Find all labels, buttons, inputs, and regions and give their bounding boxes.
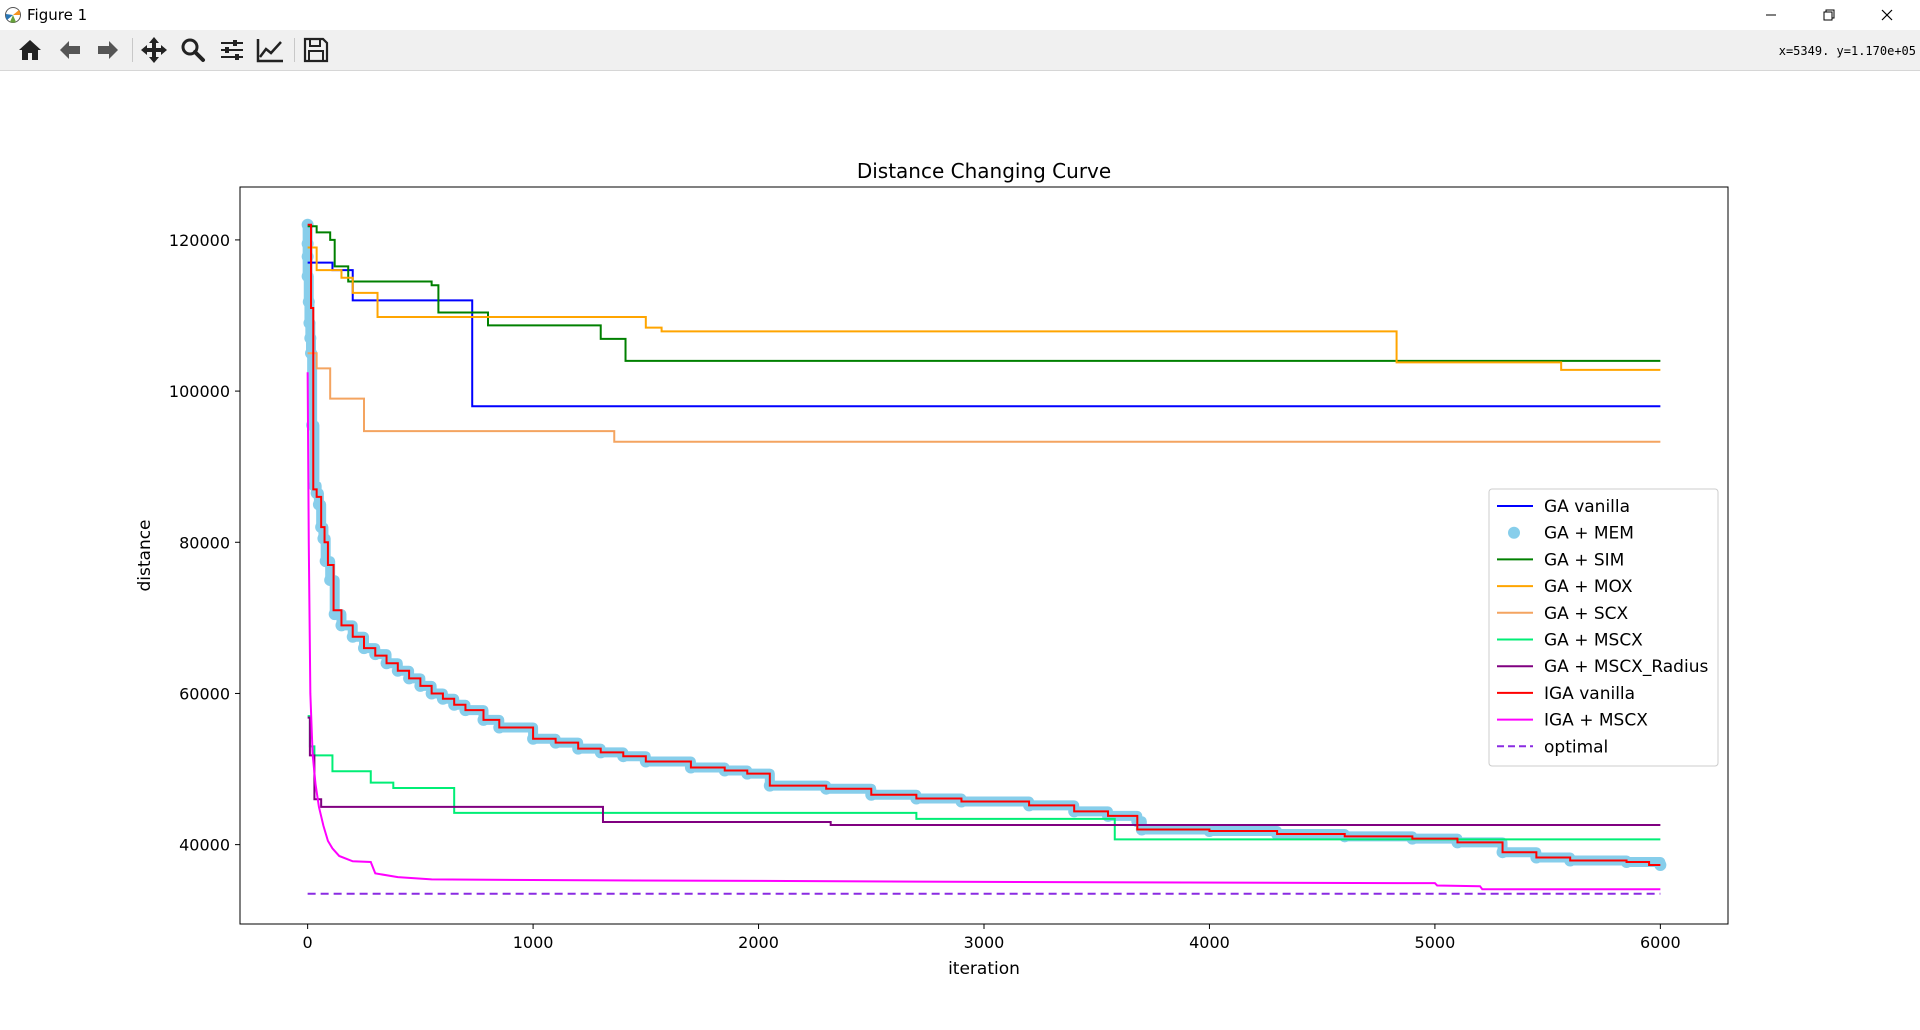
home-icon — [19, 40, 41, 60]
x-tick-label: 6000 — [1640, 933, 1681, 952]
restore-button[interactable] — [1806, 0, 1852, 30]
back-button[interactable] — [54, 34, 86, 66]
y-tick-label: 120000 — [169, 231, 230, 250]
x-axis-label: iteration — [948, 959, 1020, 979]
legend-entry: optimal — [1497, 737, 1608, 757]
legend-entry: GA + SCX — [1497, 604, 1629, 624]
search-icon — [181, 38, 205, 62]
legend-label: GA vanilla — [1544, 497, 1630, 517]
line-chart-icon — [256, 39, 283, 63]
cursor-coordinates: x=5349. y=1.170e+05 — [1778, 44, 1916, 58]
save-button[interactable] — [300, 34, 332, 66]
y-tick-label: 100000 — [169, 382, 230, 401]
y-tick-label: 60000 — [179, 684, 230, 703]
legend-entry: GA + MSCX — [1497, 631, 1643, 651]
series-ga-vanilla — [307, 261, 1661, 408]
pan-button[interactable] — [138, 34, 170, 66]
marker-trail — [302, 219, 1666, 871]
chart-title: Distance Changing Curve — [857, 159, 1111, 183]
legend-entry: GA vanilla — [1497, 497, 1630, 517]
legend-entry: GA + SIM — [1497, 550, 1624, 570]
x-tick-label: 0 — [303, 933, 313, 952]
series-iga-vanilla — [307, 223, 1661, 867]
sliders-icon — [221, 40, 243, 60]
series-ga-mox — [307, 246, 1661, 371]
legend-label: IGA + MSCX — [1544, 711, 1648, 731]
x-tick-label: 2000 — [738, 933, 779, 952]
x-tick-label: 5000 — [1415, 933, 1456, 952]
configure-subplots-button[interactable] — [216, 34, 248, 66]
legend-label: optimal — [1544, 737, 1608, 757]
y-tick-label: 80000 — [179, 533, 230, 552]
legend-label: GA + SCX — [1544, 604, 1629, 624]
close-button[interactable] — [1864, 0, 1910, 30]
legend: GA vanilla GA + MEM GA + SIM GA + MOX GA + S… — [1488, 488, 1719, 767]
close-icon — [1881, 9, 1893, 21]
series-ga-mscx — [307, 715, 1661, 841]
axes: Distance Changing Curve iteration distan… — [135, 159, 1729, 979]
window-title: Figure 1 — [27, 6, 88, 24]
toolbar-separator — [294, 38, 295, 62]
axis-ticks: 0 1000 2000 3000 4000 5000 6000 40000 60000 80000… — [169, 231, 1681, 952]
x-tick-label: 3000 — [964, 933, 1005, 952]
legend-entry: GA + MOX — [1497, 577, 1633, 597]
restore-icon — [1823, 9, 1835, 21]
x-tick-label: 1000 — [513, 933, 554, 952]
legend-entry: IGA + MSCX — [1497, 711, 1648, 731]
arrow-left-icon — [60, 41, 80, 59]
legend-entry: IGA vanilla — [1497, 684, 1635, 704]
legend-box — [1488, 488, 1719, 767]
move-icon — [141, 37, 167, 63]
legend-label: GA + SIM — [1544, 550, 1624, 570]
minimize-icon — [1766, 14, 1776, 16]
zoom-button[interactable] — [177, 34, 209, 66]
legend-label: GA + MEM — [1544, 524, 1634, 544]
legend-marker — [1508, 526, 1520, 539]
y-axis-label: distance — [135, 519, 155, 591]
toolbar-separator — [132, 38, 133, 62]
series-ga-scx — [307, 352, 1661, 443]
figure-canvas[interactable]: Distance Changing Curve iteration distan… — [0, 71, 1920, 1030]
y-tick-label: 40000 — [179, 836, 230, 855]
legend-label: GA + MOX — [1544, 577, 1633, 597]
forward-button[interactable] — [92, 34, 124, 66]
navigation-toolbar: x=5349. y=1.170e+05 — [0, 30, 1920, 71]
legend-entry: GA + MSCX_Radius — [1497, 657, 1708, 677]
series-ga-mscx-radius — [307, 716, 1661, 826]
floppy-icon — [303, 37, 329, 63]
matplotlib-logo-icon — [5, 7, 21, 23]
series-ga-sim — [307, 225, 1661, 362]
x-tick-label: 4000 — [1189, 933, 1230, 952]
window-titlebar: Figure 1 — [0, 0, 1920, 30]
arrow-right-icon — [98, 41, 118, 59]
legend-label: IGA vanilla — [1544, 684, 1635, 704]
legend-label: GA + MSCX_Radius — [1544, 657, 1708, 677]
legend-entry: GA + MEM — [1508, 524, 1634, 544]
edit-axes-button[interactable] — [254, 34, 286, 66]
legend-label: GA + MSCX — [1544, 631, 1643, 651]
home-button[interactable] — [14, 34, 46, 66]
series-iga-mscx — [306, 372, 1661, 891]
series-group — [301, 218, 1667, 895]
minimize-button[interactable] — [1748, 0, 1794, 30]
